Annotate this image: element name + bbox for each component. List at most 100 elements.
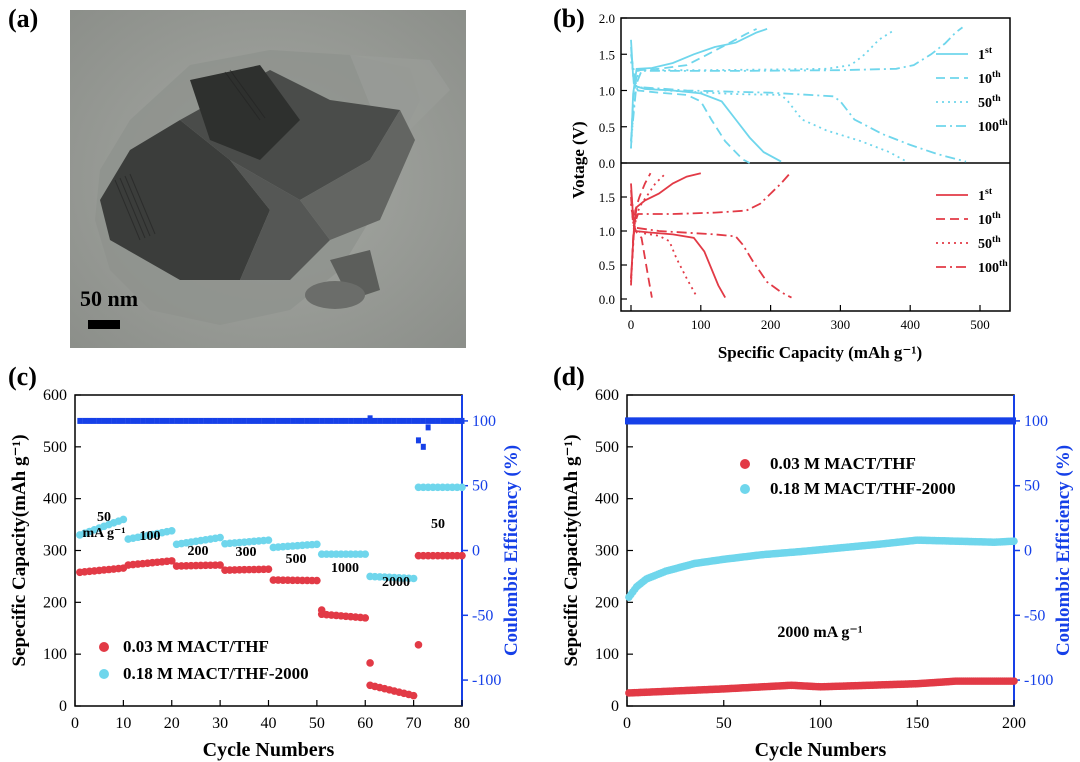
c-ce-point bbox=[444, 417, 450, 424]
c-series-1-point bbox=[409, 574, 418, 583]
b-bottom-series-10th-charge bbox=[630, 172, 652, 286]
c-ce-point bbox=[261, 417, 267, 424]
c-ce-point bbox=[280, 417, 286, 424]
c-xlabel: Cycle Numbers bbox=[203, 739, 335, 761]
c-ce-point bbox=[106, 417, 112, 424]
c-series-1-point bbox=[313, 540, 321, 549]
c-ytick-label: 600 bbox=[43, 387, 67, 404]
b-top-ytick-label: 1.0 bbox=[599, 84, 615, 99]
c-rate-label-0-value: 50 bbox=[97, 510, 111, 525]
c-ce-point bbox=[207, 417, 213, 424]
c-ce-point bbox=[459, 417, 465, 424]
c-series-0-point bbox=[167, 557, 176, 565]
c-ce-point bbox=[362, 417, 368, 424]
c-y2label: Coulombic Efficiency (%) bbox=[501, 445, 522, 656]
b-bottom-series-100th-charge bbox=[630, 172, 791, 279]
b-xtick-label: 500 bbox=[970, 317, 990, 332]
c-ce-point bbox=[285, 417, 291, 424]
b-top-ytick-label: 0.5 bbox=[599, 120, 615, 135]
d-ytick-label: 300 bbox=[595, 543, 619, 560]
b-top-ytick-label: 1.5 bbox=[599, 47, 615, 62]
c-xtick-label: 0 bbox=[71, 715, 79, 732]
c-xtick-label: 40 bbox=[261, 715, 277, 732]
c-ce-point bbox=[241, 417, 247, 424]
b-bottom-ytick-label: 1.5 bbox=[599, 190, 615, 205]
c-ce-point bbox=[251, 417, 257, 424]
c-ce-point bbox=[236, 417, 242, 424]
c-ce-point bbox=[406, 417, 412, 424]
c-ytick-label: 400 bbox=[43, 491, 67, 508]
b-ylabel: Votage (V) bbox=[569, 121, 588, 198]
c-ce-point bbox=[116, 417, 122, 424]
c-ce-point bbox=[353, 417, 359, 424]
c-ce-point bbox=[120, 417, 126, 424]
c-ce-point bbox=[401, 417, 407, 424]
c-ce-point bbox=[324, 417, 330, 424]
b-top-legend-label-10th: 10th bbox=[978, 69, 1001, 87]
c-ce-outlier bbox=[415, 437, 421, 444]
b-bottom-ytick-label: 0.0 bbox=[599, 292, 615, 307]
c-legend-marker-0 bbox=[99, 642, 109, 652]
c-xtick-label: 50 bbox=[309, 715, 325, 732]
b-top-series-100th-discharge bbox=[630, 54, 967, 163]
c-rate-label-1: 100 bbox=[140, 529, 161, 544]
c-ce-point bbox=[159, 417, 165, 424]
c-ce-outlier bbox=[367, 415, 373, 422]
b-xtick-label: 100 bbox=[691, 317, 711, 332]
c-ce-point bbox=[130, 417, 136, 424]
c-series-1-point bbox=[119, 515, 128, 524]
c-ce-point bbox=[382, 417, 388, 424]
d-legend-marker-1 bbox=[740, 484, 750, 494]
c-ce-point bbox=[203, 417, 209, 424]
c-series-0-point bbox=[264, 565, 273, 573]
c-ce-outlier bbox=[420, 443, 426, 450]
c-rate-label-4: 500 bbox=[286, 552, 307, 567]
d-xtick-label: 100 bbox=[809, 715, 833, 732]
c-ce-point bbox=[169, 417, 175, 424]
c-ce-point bbox=[145, 417, 151, 424]
c-rate-label-7: 50 bbox=[431, 517, 445, 532]
c-ce-point bbox=[140, 417, 146, 424]
c-rate-label-5: 1000 bbox=[331, 561, 359, 576]
c-ytick-label: 0 bbox=[59, 698, 67, 715]
d-xtick-label: 150 bbox=[905, 715, 929, 732]
c-ce-point bbox=[178, 417, 184, 424]
d-xtick-label: 200 bbox=[1002, 715, 1026, 732]
b-bottom-series-10th-discharge bbox=[630, 196, 653, 298]
c-ce-point bbox=[198, 417, 204, 424]
c-ce-point bbox=[212, 417, 218, 424]
b-top-series-10th-discharge bbox=[630, 46, 751, 164]
d-legend-marker-0 bbox=[740, 459, 750, 469]
c-ce-point bbox=[372, 417, 378, 424]
b-top-series-50th-charge bbox=[630, 30, 894, 149]
c-ce-point bbox=[82, 417, 88, 424]
c-ce-point bbox=[295, 417, 301, 424]
d-annotation: 2000 mA g⁻¹ bbox=[777, 624, 862, 641]
c-ce-point bbox=[391, 417, 397, 424]
c-ce-point bbox=[435, 417, 441, 424]
d-ytick-label: 100 bbox=[595, 646, 619, 663]
panel-label-c: (c) bbox=[8, 362, 37, 391]
c-rate-label-2: 200 bbox=[188, 544, 209, 559]
c-xtick-label: 20 bbox=[164, 715, 180, 732]
c-ce-point bbox=[420, 417, 426, 424]
panel-label-d: (d) bbox=[553, 362, 585, 391]
c-ce-point bbox=[357, 417, 363, 424]
c-series-0-outlier bbox=[317, 606, 326, 614]
d-ytick-label: 500 bbox=[595, 439, 619, 456]
b-top-ytick-label: 0.0 bbox=[599, 156, 615, 171]
b-bottom-legend-label-1st: 1st bbox=[978, 186, 993, 204]
panel-label-b: (b) bbox=[553, 4, 585, 33]
c-xtick-label: 10 bbox=[115, 715, 131, 732]
c-ce-point bbox=[193, 417, 199, 424]
b-bottom-legend-label-10th: 10th bbox=[978, 210, 1001, 228]
c-series-1-point bbox=[216, 533, 224, 542]
scale-bar bbox=[88, 320, 120, 329]
d-ylabel: Sepecific Capacity(mAh g⁻¹) bbox=[561, 434, 582, 666]
d-y2tick-label: 50 bbox=[1024, 478, 1040, 495]
b-xtick-label: 200 bbox=[761, 317, 781, 332]
c-series-0-point bbox=[458, 551, 466, 560]
c-ce-point bbox=[246, 417, 252, 424]
d-ytick-label: 400 bbox=[595, 491, 619, 508]
